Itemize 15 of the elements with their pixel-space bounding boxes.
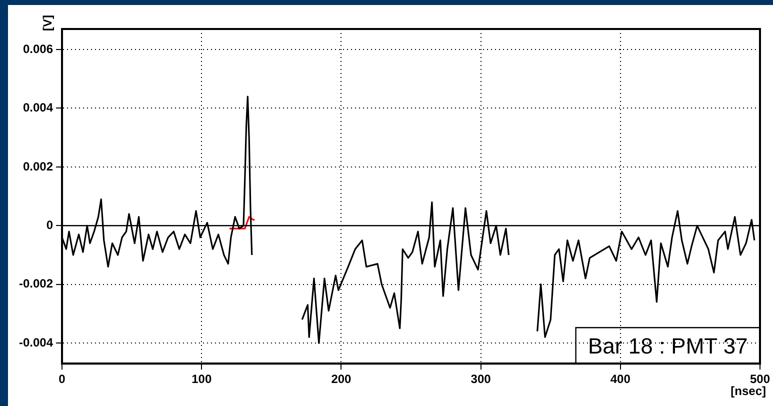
y-tick-label: 0 bbox=[46, 218, 54, 232]
y-tick-label: -0.004 bbox=[18, 335, 54, 350]
y-tick-label: 0.004 bbox=[22, 100, 54, 115]
x-tick-label: 0 bbox=[58, 372, 66, 386]
y-tick-label: -0.002 bbox=[18, 276, 54, 291]
x-tick-label: 300 bbox=[470, 372, 492, 386]
annotation: Bar 18 : PMT 37 bbox=[588, 334, 748, 359]
y-axis-title: [V] bbox=[40, 15, 54, 31]
y-tick-label: 0.006 bbox=[22, 42, 54, 56]
x-tick-label: 200 bbox=[331, 372, 352, 386]
x-tick-label: 100 bbox=[192, 372, 212, 386]
y-tick-label: 0.002 bbox=[22, 159, 54, 174]
x-tick-label: 400 bbox=[610, 372, 631, 386]
x-tick-label: 500 bbox=[750, 372, 770, 386]
x-axis-title: [nsec] bbox=[730, 384, 766, 398]
